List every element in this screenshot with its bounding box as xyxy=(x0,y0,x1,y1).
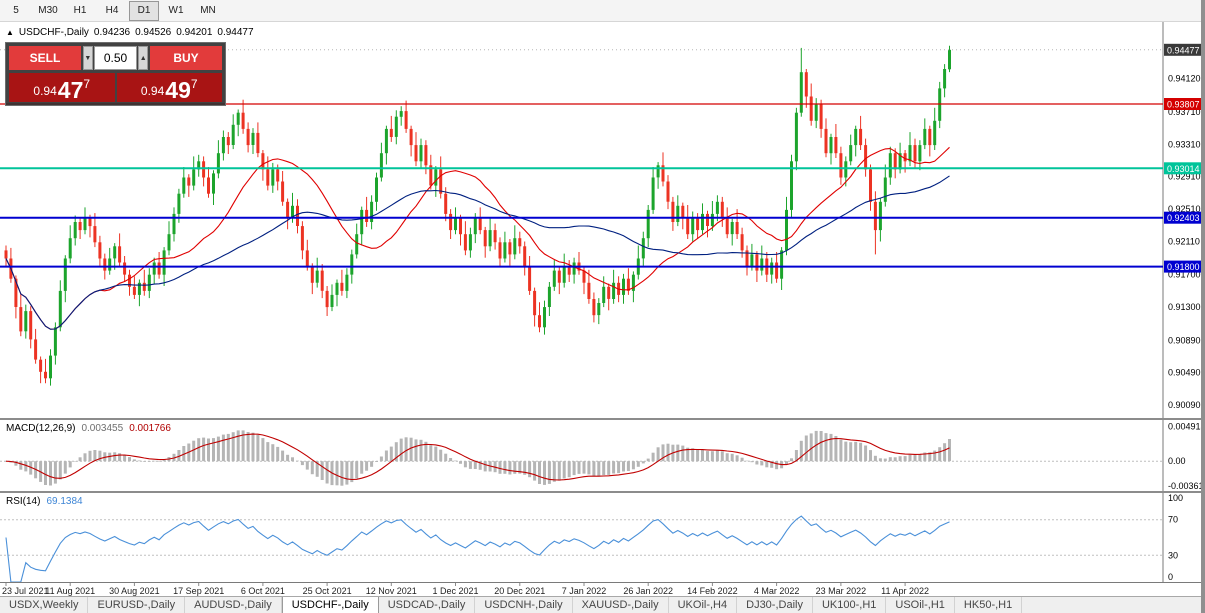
panel-separator[interactable] xyxy=(0,491,1205,493)
buy-price-pipette: 7 xyxy=(190,77,198,91)
svg-text:11 Aug 2021: 11 Aug 2021 xyxy=(45,586,95,596)
svg-text:100: 100 xyxy=(1168,493,1183,503)
svg-text:0.92403: 0.92403 xyxy=(1167,213,1200,223)
svg-text:0.92910: 0.92910 xyxy=(1168,172,1201,182)
svg-text:30 Aug 2021: 30 Aug 2021 xyxy=(109,586,160,596)
macd-canvas[interactable]: 0.004913 0.00 -0.00361 xyxy=(0,420,1205,491)
tab-ukoil-h4[interactable]: UKOil-,H4 xyxy=(669,597,738,613)
timeframe-toolbar: 5 M30 H1 H4 D1 W1 MN xyxy=(0,0,1205,22)
buy-price-display[interactable]: 0.94 49 7 xyxy=(116,73,222,103)
tab-uk100-h1[interactable]: UK100-,H1 xyxy=(813,597,887,613)
tab-eurusd-daily[interactable]: EURUSD-,Daily xyxy=(88,597,186,613)
buy-price-base: 0.94 xyxy=(140,84,165,98)
svg-text:0.90890: 0.90890 xyxy=(1168,335,1201,345)
rsi-canvas[interactable]: 100 70 30 0 xyxy=(0,493,1205,582)
window-edge xyxy=(1201,0,1205,613)
ma-fast-line xyxy=(5,146,950,330)
svg-text:0.94477: 0.94477 xyxy=(1167,45,1200,55)
svg-text:0.90490: 0.90490 xyxy=(1168,368,1201,378)
timeframe-button-mn[interactable]: MN xyxy=(200,5,216,16)
buy-price-pips: 49 xyxy=(165,77,191,103)
timeframe-button-h1[interactable]: H1 xyxy=(73,5,87,16)
svg-text:7 Jan 2022: 7 Jan 2022 xyxy=(562,586,607,596)
svg-text:6 Oct 2021: 6 Oct 2021 xyxy=(241,586,285,596)
tab-xauusd-daily[interactable]: XAUUSD-,Daily xyxy=(573,597,669,613)
one-click-toggle-icon[interactable]: ▲ xyxy=(6,28,14,37)
macd-panel[interactable]: 0.004913 0.00 -0.00361 MACD(12,26,9) 0.003… xyxy=(0,420,1205,491)
sell-price-base: 0.94 xyxy=(33,84,57,98)
svg-text:17 Sep 2021: 17 Sep 2021 xyxy=(173,586,224,596)
svg-text:14 Feb 2022: 14 Feb 2022 xyxy=(687,586,738,596)
timeframe-button-w1[interactable]: W1 xyxy=(168,5,184,16)
tab-audusd-daily[interactable]: AUDUSD-,Daily xyxy=(185,597,282,613)
tab-usdcnh-daily[interactable]: USDCNH-,Daily xyxy=(475,597,573,613)
tab-hk50-h1[interactable]: HK50-,H1 xyxy=(955,597,1023,613)
svg-text:11 Apr 2022: 11 Apr 2022 xyxy=(881,586,929,596)
svg-text:23 Mar 2022: 23 Mar 2022 xyxy=(816,586,867,596)
candlestick-series xyxy=(4,45,951,386)
sell-price-display[interactable]: 0.94 47 7 xyxy=(9,73,115,102)
macd-signal-line xyxy=(5,433,950,481)
svg-text:0.91300: 0.91300 xyxy=(1168,302,1201,312)
svg-text:4 Mar 2022: 4 Mar 2022 xyxy=(754,586,800,596)
date-axis: 23 Jul 2021 11 Aug 2021 30 Aug 2021 17 Sep … xyxy=(0,582,1205,596)
volume-decrease-icon[interactable]: ▼ xyxy=(83,46,93,70)
svg-text:0.92110: 0.92110 xyxy=(1168,237,1200,247)
tab-usoil-h1[interactable]: USOil-,H1 xyxy=(886,597,955,613)
svg-text:30: 30 xyxy=(1168,550,1178,560)
svg-text:0.94120: 0.94120 xyxy=(1168,74,1201,84)
sell-price-pipette: 7 xyxy=(83,77,91,91)
timeframe-button-h4[interactable]: H4 xyxy=(105,5,119,16)
svg-text:0.93310: 0.93310 xyxy=(1168,139,1201,149)
svg-text:12 Nov 2021: 12 Nov 2021 xyxy=(366,586,417,596)
buy-button[interactable]: BUY xyxy=(150,46,222,70)
svg-text:1 Dec 2021: 1 Dec 2021 xyxy=(432,586,478,596)
sell-button[interactable]: SELL xyxy=(9,46,81,70)
svg-text:26 Jan 2022: 26 Jan 2022 xyxy=(623,586,673,596)
svg-text:0.00: 0.00 xyxy=(1168,456,1186,466)
svg-text:70: 70 xyxy=(1168,515,1178,525)
svg-text:0.92510: 0.92510 xyxy=(1168,204,1201,214)
tab-dj30-daily[interactable]: DJ30-,Daily xyxy=(737,597,813,613)
svg-text:0.90090: 0.90090 xyxy=(1168,400,1201,410)
timeframe-button-5[interactable]: 5 xyxy=(13,5,19,16)
rsi-line xyxy=(5,515,950,582)
svg-text:0.93014: 0.93014 xyxy=(1167,164,1200,174)
svg-text:0.004913: 0.004913 xyxy=(1168,421,1205,431)
price-chart-panel[interactable]: 0.94120 0.93710 0.93310 0.92910 0.92510 0.921… xyxy=(0,22,1205,418)
svg-text:-0.00361: -0.00361 xyxy=(1168,481,1204,491)
tab-usdcad-daily[interactable]: USDCAD-,Daily xyxy=(379,597,476,613)
volume-input[interactable] xyxy=(93,46,138,70)
tab-usdx-weekly[interactable]: USDX,Weekly xyxy=(0,597,89,613)
svg-text:0.93710: 0.93710 xyxy=(1168,107,1201,117)
price-chart-canvas[interactable]: 0.94120 0.93710 0.93310 0.92910 0.92510 0.921… xyxy=(0,22,1205,418)
ma-slow-line xyxy=(5,175,950,330)
rsi-panel[interactable]: 100 70 30 0 RSI(14) 69.1384 xyxy=(0,493,1205,582)
chart-tabs-bar: USDX,Weekly EURUSD-,Daily AUDUSD-,Daily USD… xyxy=(0,596,1205,613)
sell-price-pips: 47 xyxy=(57,77,84,103)
timeframe-button-m30[interactable]: M30 xyxy=(38,5,58,16)
svg-text:0.91700: 0.91700 xyxy=(1168,270,1201,280)
volume-control: ▼ ▲ xyxy=(83,46,148,70)
chart-area: 0.94120 0.93710 0.93310 0.92910 0.92510 0.921… xyxy=(0,22,1205,596)
timeframe-button-d1[interactable]: D1 xyxy=(129,0,159,21)
svg-text:0: 0 xyxy=(1168,572,1173,582)
svg-text:0.91800: 0.91800 xyxy=(1167,262,1200,272)
panel-separator[interactable] xyxy=(0,418,1205,420)
svg-text:23 Jul 2021: 23 Jul 2021 xyxy=(2,586,49,596)
svg-text:20 Dec 2021: 20 Dec 2021 xyxy=(494,586,545,596)
svg-text:0.93807: 0.93807 xyxy=(1167,100,1200,110)
volume-increase-icon[interactable]: ▲ xyxy=(138,46,148,70)
svg-text:25 Oct 2021: 25 Oct 2021 xyxy=(303,586,352,596)
tab-usdchf-daily[interactable]: USDCHF-,Daily xyxy=(281,597,379,613)
